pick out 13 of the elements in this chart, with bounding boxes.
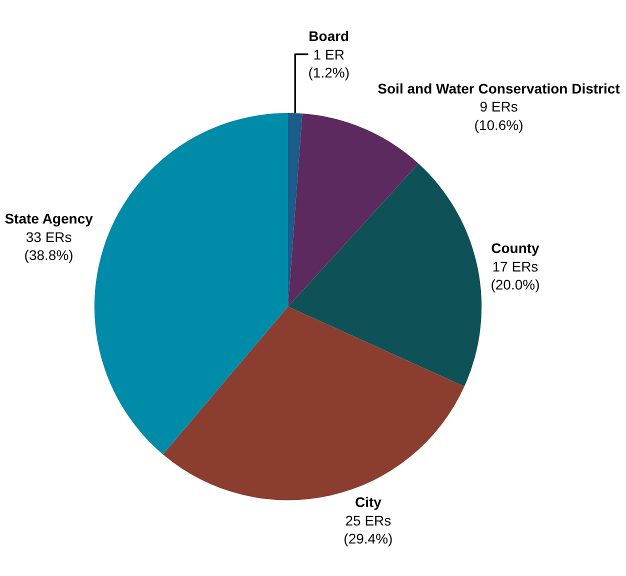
data-label: 25 ERs (29.4%) [344,512,393,547]
slice-label: Soil and Water Conservation District [378,80,620,96]
slice-label: County [491,240,540,256]
pie-slice [288,164,482,386]
slice-label: City [354,494,382,510]
pie-slice [288,114,418,307]
data-label: 17 ERs (20.0%) [490,258,540,293]
slice-label: State Agency [4,210,94,227]
data-label: 1 ER (1.2%) [308,46,350,80]
data-label: 33 ERs (38.8%) [24,228,74,264]
pie-slice [94,113,288,454]
slice-label: Board [308,28,350,44]
data-label: 9 ERs (10.6%) [474,98,524,133]
